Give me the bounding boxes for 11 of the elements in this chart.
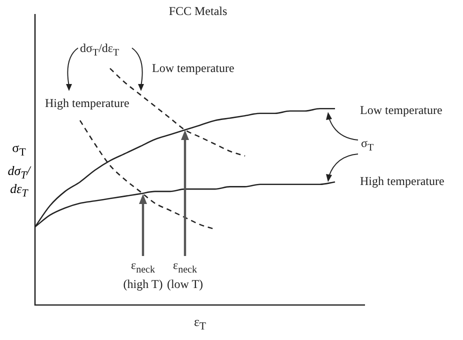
annotation: ε$_{neck}$ (high T) (123, 258, 163, 292)
series-label: High temperature (45, 96, 130, 111)
series-label: Low temperature (152, 61, 234, 76)
x-axis-title: ε$_{T}$ (194, 314, 206, 335)
chart-title: FCC Metals (168, 4, 228, 19)
legend-label: High temperature (360, 174, 444, 189)
legend-label: Low temperature (360, 103, 442, 118)
y-axis-title: σ$_{T}$ dσ$_{T}$/dε$_{T}$ (6, 140, 32, 200)
annotation: σ$_{T}$ (361, 136, 374, 156)
text: dσ$_{T}$/dε$_{T}$ (80, 41, 120, 60)
annotation: ε$_{neck}$ (low T) (166, 258, 204, 292)
